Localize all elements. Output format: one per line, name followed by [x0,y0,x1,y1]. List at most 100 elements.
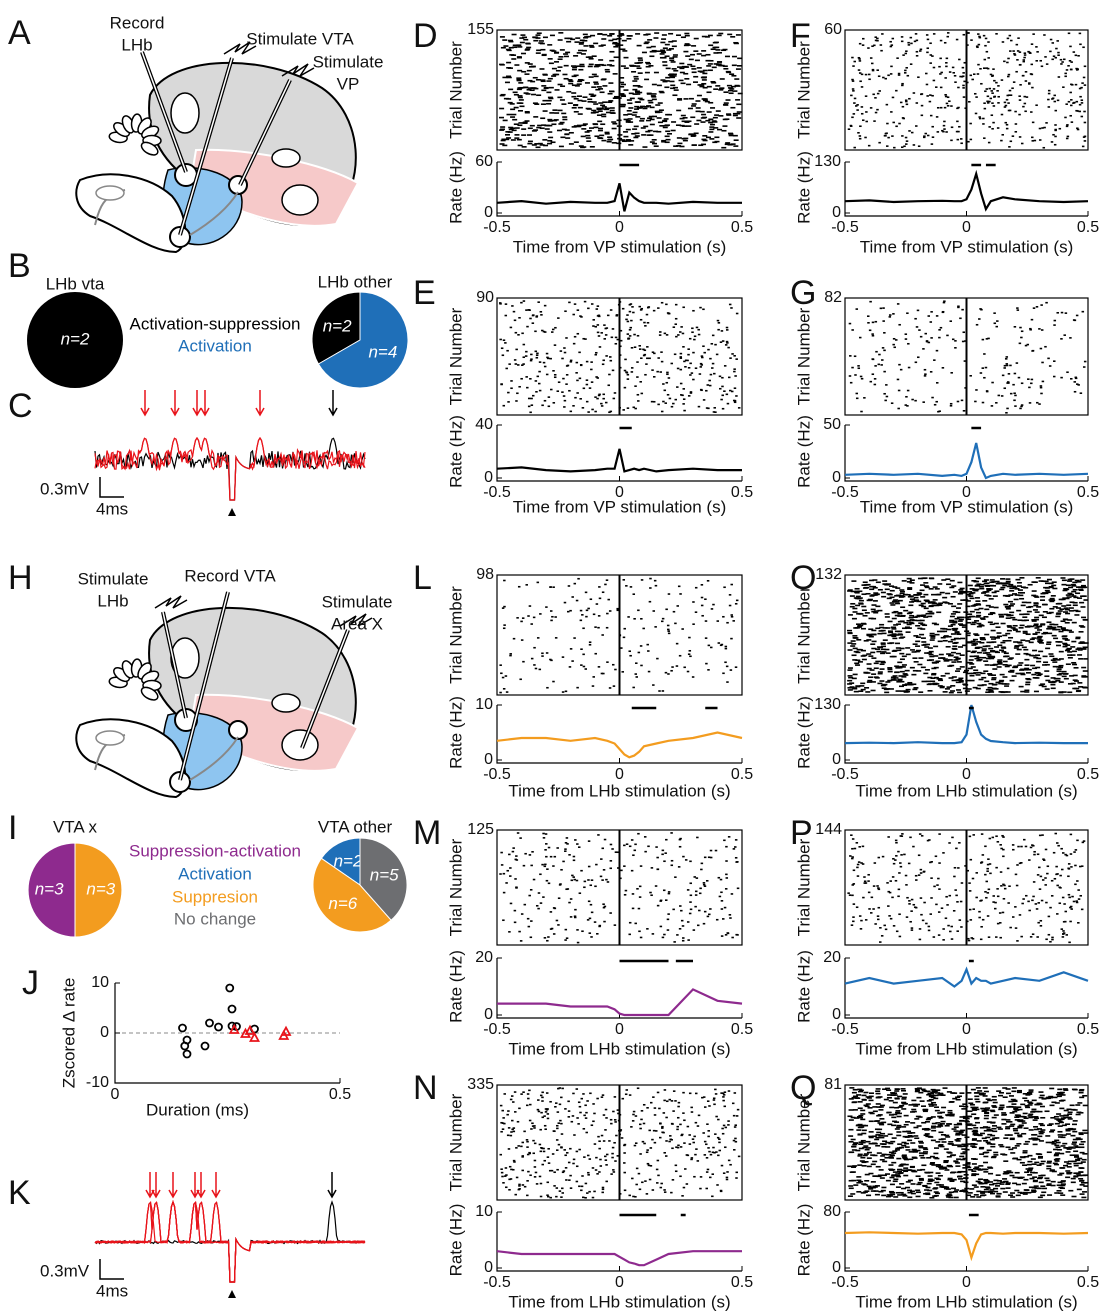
raster-spike [561,1133,564,1135]
raster-spike [958,620,963,622]
raster-spike [1015,927,1018,929]
raster-spike [984,59,987,61]
raster-spike [683,410,686,412]
raster-spike [621,94,626,96]
raster-spike [539,873,542,875]
raster-spike [518,1185,521,1187]
raster-spike [924,333,927,335]
raster-spike [871,673,876,675]
raster-spike [1030,111,1033,113]
raster-spike [650,1165,653,1167]
raster-spike [589,918,592,920]
raster-spike [989,873,992,875]
raster-spike [956,668,961,670]
raster-spike [940,592,945,594]
raster-spike [667,133,672,135]
raster-spike [1021,382,1024,384]
x-tick-label: 0 [111,1086,120,1103]
raster-spike [1021,586,1026,588]
raster-spike [1081,116,1084,118]
raster-spike [720,399,723,401]
raster-spike [714,42,719,44]
raster-spike [1053,376,1056,378]
raster-spike [510,1135,513,1137]
raster-spike [1001,646,1006,648]
raster-spike [680,1135,683,1137]
raster-spike [526,387,529,389]
raster-spike [1066,69,1069,71]
raster-spike [547,100,552,102]
raster-spike [1019,84,1022,86]
raster-spike [927,135,930,137]
raster-spike [1038,651,1043,653]
raster-spike [657,85,662,87]
raster-spike [1016,362,1019,364]
raster-spike [1017,649,1022,651]
raster-spike [604,906,607,908]
raster-spike [867,880,870,882]
raster-spike [907,682,912,684]
raster-spike [651,369,654,371]
raster-spike [985,367,988,369]
raster-spike [576,392,579,394]
raster-spike [946,904,949,906]
raster-spike [915,125,918,127]
raster-spike [593,81,598,83]
raster-spike [683,361,686,363]
psth-y-label: Rate (Hz) [794,151,813,224]
raster-spike [996,326,999,328]
raster-spike [541,404,544,406]
raster-spike [930,337,933,339]
raster-spike [865,95,868,97]
raster-spike [1022,75,1025,77]
raster-spike [1023,649,1028,651]
raster-spike [887,74,890,76]
raster-spike [735,603,738,605]
raster-spike [1026,679,1031,681]
raster [499,32,743,148]
raster-spike [586,56,591,58]
raster-spike [629,329,632,331]
raster-spike [960,666,965,668]
raster-spike [1012,135,1015,137]
raster-spike [953,591,958,593]
raster-spike [556,1125,559,1127]
raster-spike [736,600,739,602]
raster-spike [704,911,707,913]
raster-spike [1062,579,1067,581]
raster-spike [1080,579,1085,581]
raster-spike [576,843,579,845]
raster-spike [704,1141,707,1143]
raster-spike [893,925,896,927]
raster-spike [686,44,691,46]
raster-spike [1037,922,1040,924]
raster-spike [1067,868,1070,870]
y-tick-label: 60 [475,153,493,170]
raster-spike [643,322,646,324]
raster-spike [585,1132,588,1134]
raster-spike [915,645,920,647]
raster-spike [504,342,507,344]
raster-spike [583,34,588,36]
raster-spike [1007,58,1010,60]
raster-spike [726,72,731,74]
raster-spike [708,856,711,858]
raster-spike [722,672,725,674]
raster-spike [959,919,962,921]
raster-spike [679,655,682,657]
raster-spike [568,902,571,904]
raster-spike [865,882,868,884]
raster-spike [548,405,551,407]
raster-spike [623,89,628,91]
raster-spike [957,87,960,89]
raster-spike [855,588,860,590]
panel-letter: M [413,814,441,852]
raster-spike [514,137,519,139]
raster-spike [594,411,597,413]
raster-spike [1076,315,1079,317]
raster-spike [907,613,912,615]
raster-spike [566,91,571,93]
raster-spike [1082,146,1085,148]
raster-spike [973,669,978,671]
raster-spike [734,387,737,389]
